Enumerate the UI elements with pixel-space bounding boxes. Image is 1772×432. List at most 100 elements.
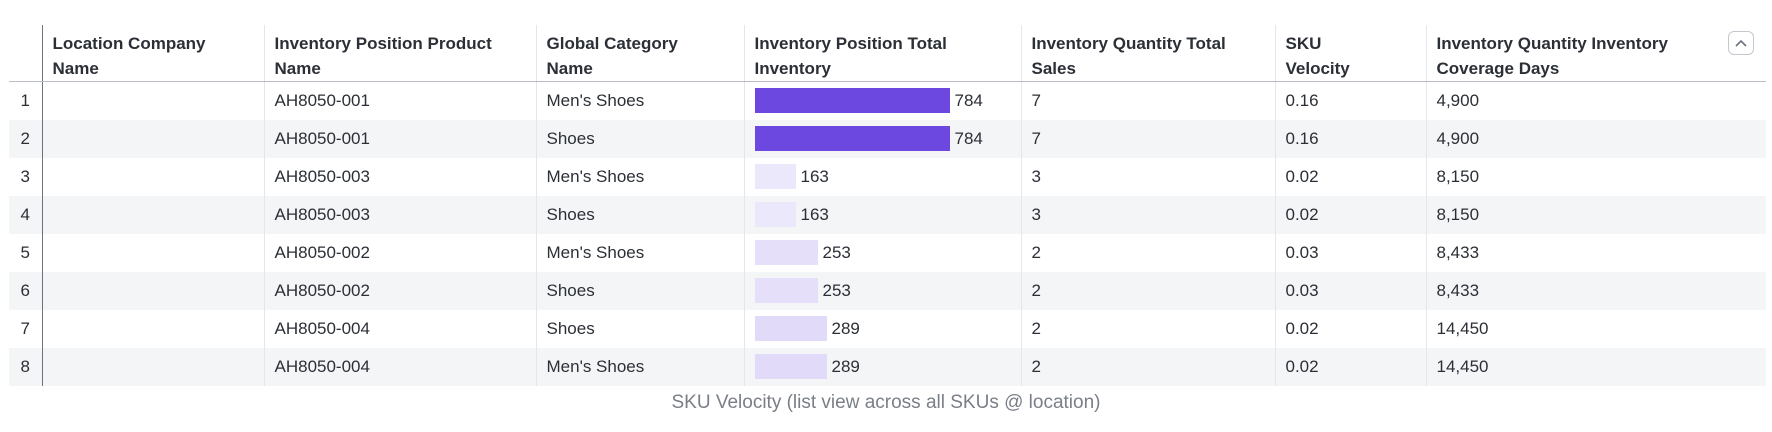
cell-sku-velocity: 0.02 (1274, 347, 1426, 386)
cell-coverage-days: 4,900 (1425, 119, 1766, 158)
cell-sku-velocity: 0.02 (1274, 309, 1426, 348)
table-row[interactable]: 6 AH8050-002 Shoes 253 2 0.03 8,433 (9, 271, 1766, 310)
collapse-button[interactable] (1728, 31, 1754, 55)
cell-product-name: AH8050-001 (263, 81, 536, 120)
inventory-value: 163 (800, 166, 829, 186)
row-number: 8 (9, 347, 42, 386)
cell-total-inventory: 784 (743, 119, 1021, 158)
cell-total-sales: 2 (1020, 309, 1275, 348)
inventory-bar (754, 164, 796, 189)
inventory-value: 784 (954, 128, 983, 148)
cell-coverage-days: 14,450 (1425, 309, 1766, 348)
row-number: 3 (20, 166, 30, 186)
cell-location-company-name (41, 271, 264, 310)
cell-global-category-name: Shoes (535, 195, 744, 234)
cell-location-company-name (41, 119, 264, 158)
header-sku-velocity[interactable]: SKU Velocity (1274, 25, 1426, 82)
inventory-bar (754, 278, 818, 303)
cell-product-name: AH8050-004 (263, 309, 536, 348)
cell-total-inventory: 253 (743, 233, 1021, 272)
cell-total-sales: 7 (1020, 119, 1275, 158)
cell-global-category-name: Men's Shoes (535, 81, 744, 120)
inventory-bar (754, 126, 950, 151)
table-row[interactable]: 8 AH8050-004 Men's Shoes 289 2 0.02 14,450 (9, 347, 1766, 386)
header-location-company-name[interactable]: Location Company Name (41, 25, 264, 82)
cell-sku-velocity: 0.02 (1274, 157, 1426, 196)
cell-location-company-name (41, 309, 264, 348)
inventory-bar (754, 88, 950, 114)
cell-coverage-days: 8,150 (1425, 157, 1766, 196)
table-caption: SKU Velocity (list view across all SKUs … (671, 392, 1101, 413)
cell-total-inventory: 163 (743, 157, 1021, 196)
inventory-bar (754, 202, 796, 227)
table-row[interactable]: 4 AH8050-003 Shoes 163 3 0.02 8,150 (9, 195, 1766, 234)
cell-sku-velocity: 0.16 (1274, 119, 1426, 158)
inventory-value: 253 (822, 242, 851, 262)
header-coverage-days[interactable]: Inventory Quantity Inventory Coverage Da… (1425, 25, 1766, 82)
inventory-value: 289 (831, 318, 860, 338)
row-number: 2 (9, 119, 42, 158)
cell-total-sales: 2 (1020, 233, 1275, 272)
cell-total-inventory: 253 (743, 271, 1021, 310)
cell-total-sales: 3 (1020, 157, 1275, 196)
inventory-value: 784 (954, 90, 983, 110)
cell-location-company-name (41, 233, 264, 272)
sku-velocity-table: Location Company Name Inventory Position… (9, 25, 1766, 386)
header-global-category-name[interactable]: Global Category Name (535, 25, 744, 82)
cell-total-inventory: 289 (743, 309, 1021, 348)
cell-total-sales: 3 (1020, 195, 1275, 234)
inventory-value: 163 (800, 204, 829, 224)
cell-global-category-name: Men's Shoes (535, 157, 744, 196)
table-row[interactable]: 3 AH8050-003 Men's Shoes 163 3 0.02 8,150 (9, 157, 1766, 196)
row-number: 7 (20, 318, 30, 338)
row-number: 6 (9, 271, 42, 310)
cell-sku-velocity: 0.03 (1274, 233, 1426, 272)
cell-coverage-days: 4,900 (1425, 81, 1766, 120)
table-row[interactable]: 1 AH8050-001 Men's Shoes 784 7 0.16 4,900 (9, 81, 1766, 120)
cell-sku-velocity: 0.02 (1274, 195, 1426, 234)
cell-global-category-name: Shoes (535, 119, 744, 158)
cell-location-company-name (41, 195, 264, 234)
cell-product-name: AH8050-001 (263, 119, 536, 158)
cell-location-company-name (41, 81, 264, 120)
header-product-name[interactable]: Inventory Position Product Name (263, 25, 536, 82)
cell-product-name: AH8050-002 (263, 271, 536, 310)
header-total-inventory[interactable]: Inventory Position Total Inventory (743, 25, 1021, 82)
cell-product-name: AH8050-003 (263, 195, 536, 234)
cell-total-inventory: 289 (743, 347, 1021, 386)
header-row: Location Company Name Inventory Position… (9, 25, 1766, 82)
cell-location-company-name (41, 157, 264, 196)
cell-coverage-days: 8,433 (1425, 271, 1766, 310)
table-row[interactable]: 5 AH8050-002 Men's Shoes 253 2 0.03 8,433 (9, 233, 1766, 272)
table-body: 1 AH8050-001 Men's Shoes 784 7 0.16 4,900 2 AH80… (9, 81, 1766, 386)
cell-sku-velocity: 0.03 (1274, 271, 1426, 310)
row-number: 1 (20, 90, 30, 110)
cell-total-sales: 2 (1020, 347, 1275, 386)
cell-sku-velocity: 0.16 (1274, 81, 1426, 120)
header-total-sales[interactable]: Inventory Quantity Total Sales (1020, 25, 1275, 82)
row-number-header (9, 25, 42, 82)
inventory-bar (754, 354, 827, 379)
cell-product-name: AH8050-002 (263, 233, 536, 272)
cell-coverage-days: 8,433 (1425, 233, 1766, 272)
cell-product-name: AH8050-004 (263, 347, 536, 386)
cell-global-category-name: Shoes (535, 309, 744, 348)
chevron-up-icon (1735, 39, 1747, 47)
row-number: 4 (9, 195, 42, 234)
cell-product-name: AH8050-003 (263, 157, 536, 196)
cell-total-sales: 2 (1020, 271, 1275, 310)
cell-global-category-name: Men's Shoes (535, 233, 744, 272)
table-container: Location Company Name Inventory Position… (9, 25, 1766, 386)
cell-global-category-name: Men's Shoes (535, 347, 744, 386)
inventory-bar (754, 316, 827, 341)
inventory-value: 289 (831, 356, 860, 376)
inventory-value: 253 (822, 280, 851, 300)
table-row[interactable]: 2 AH8050-001 Shoes 784 7 0.16 4,900 (9, 119, 1766, 158)
table-row[interactable]: 7 AH8050-004 Shoes 289 2 0.02 14,450 (9, 309, 1766, 348)
cell-location-company-name (41, 347, 264, 386)
cell-coverage-days: 8,150 (1425, 195, 1766, 234)
inventory-bar (754, 240, 818, 265)
cell-total-sales: 7 (1020, 81, 1275, 120)
cell-coverage-days: 14,450 (1425, 347, 1766, 386)
cell-total-inventory: 784 (743, 81, 1021, 120)
